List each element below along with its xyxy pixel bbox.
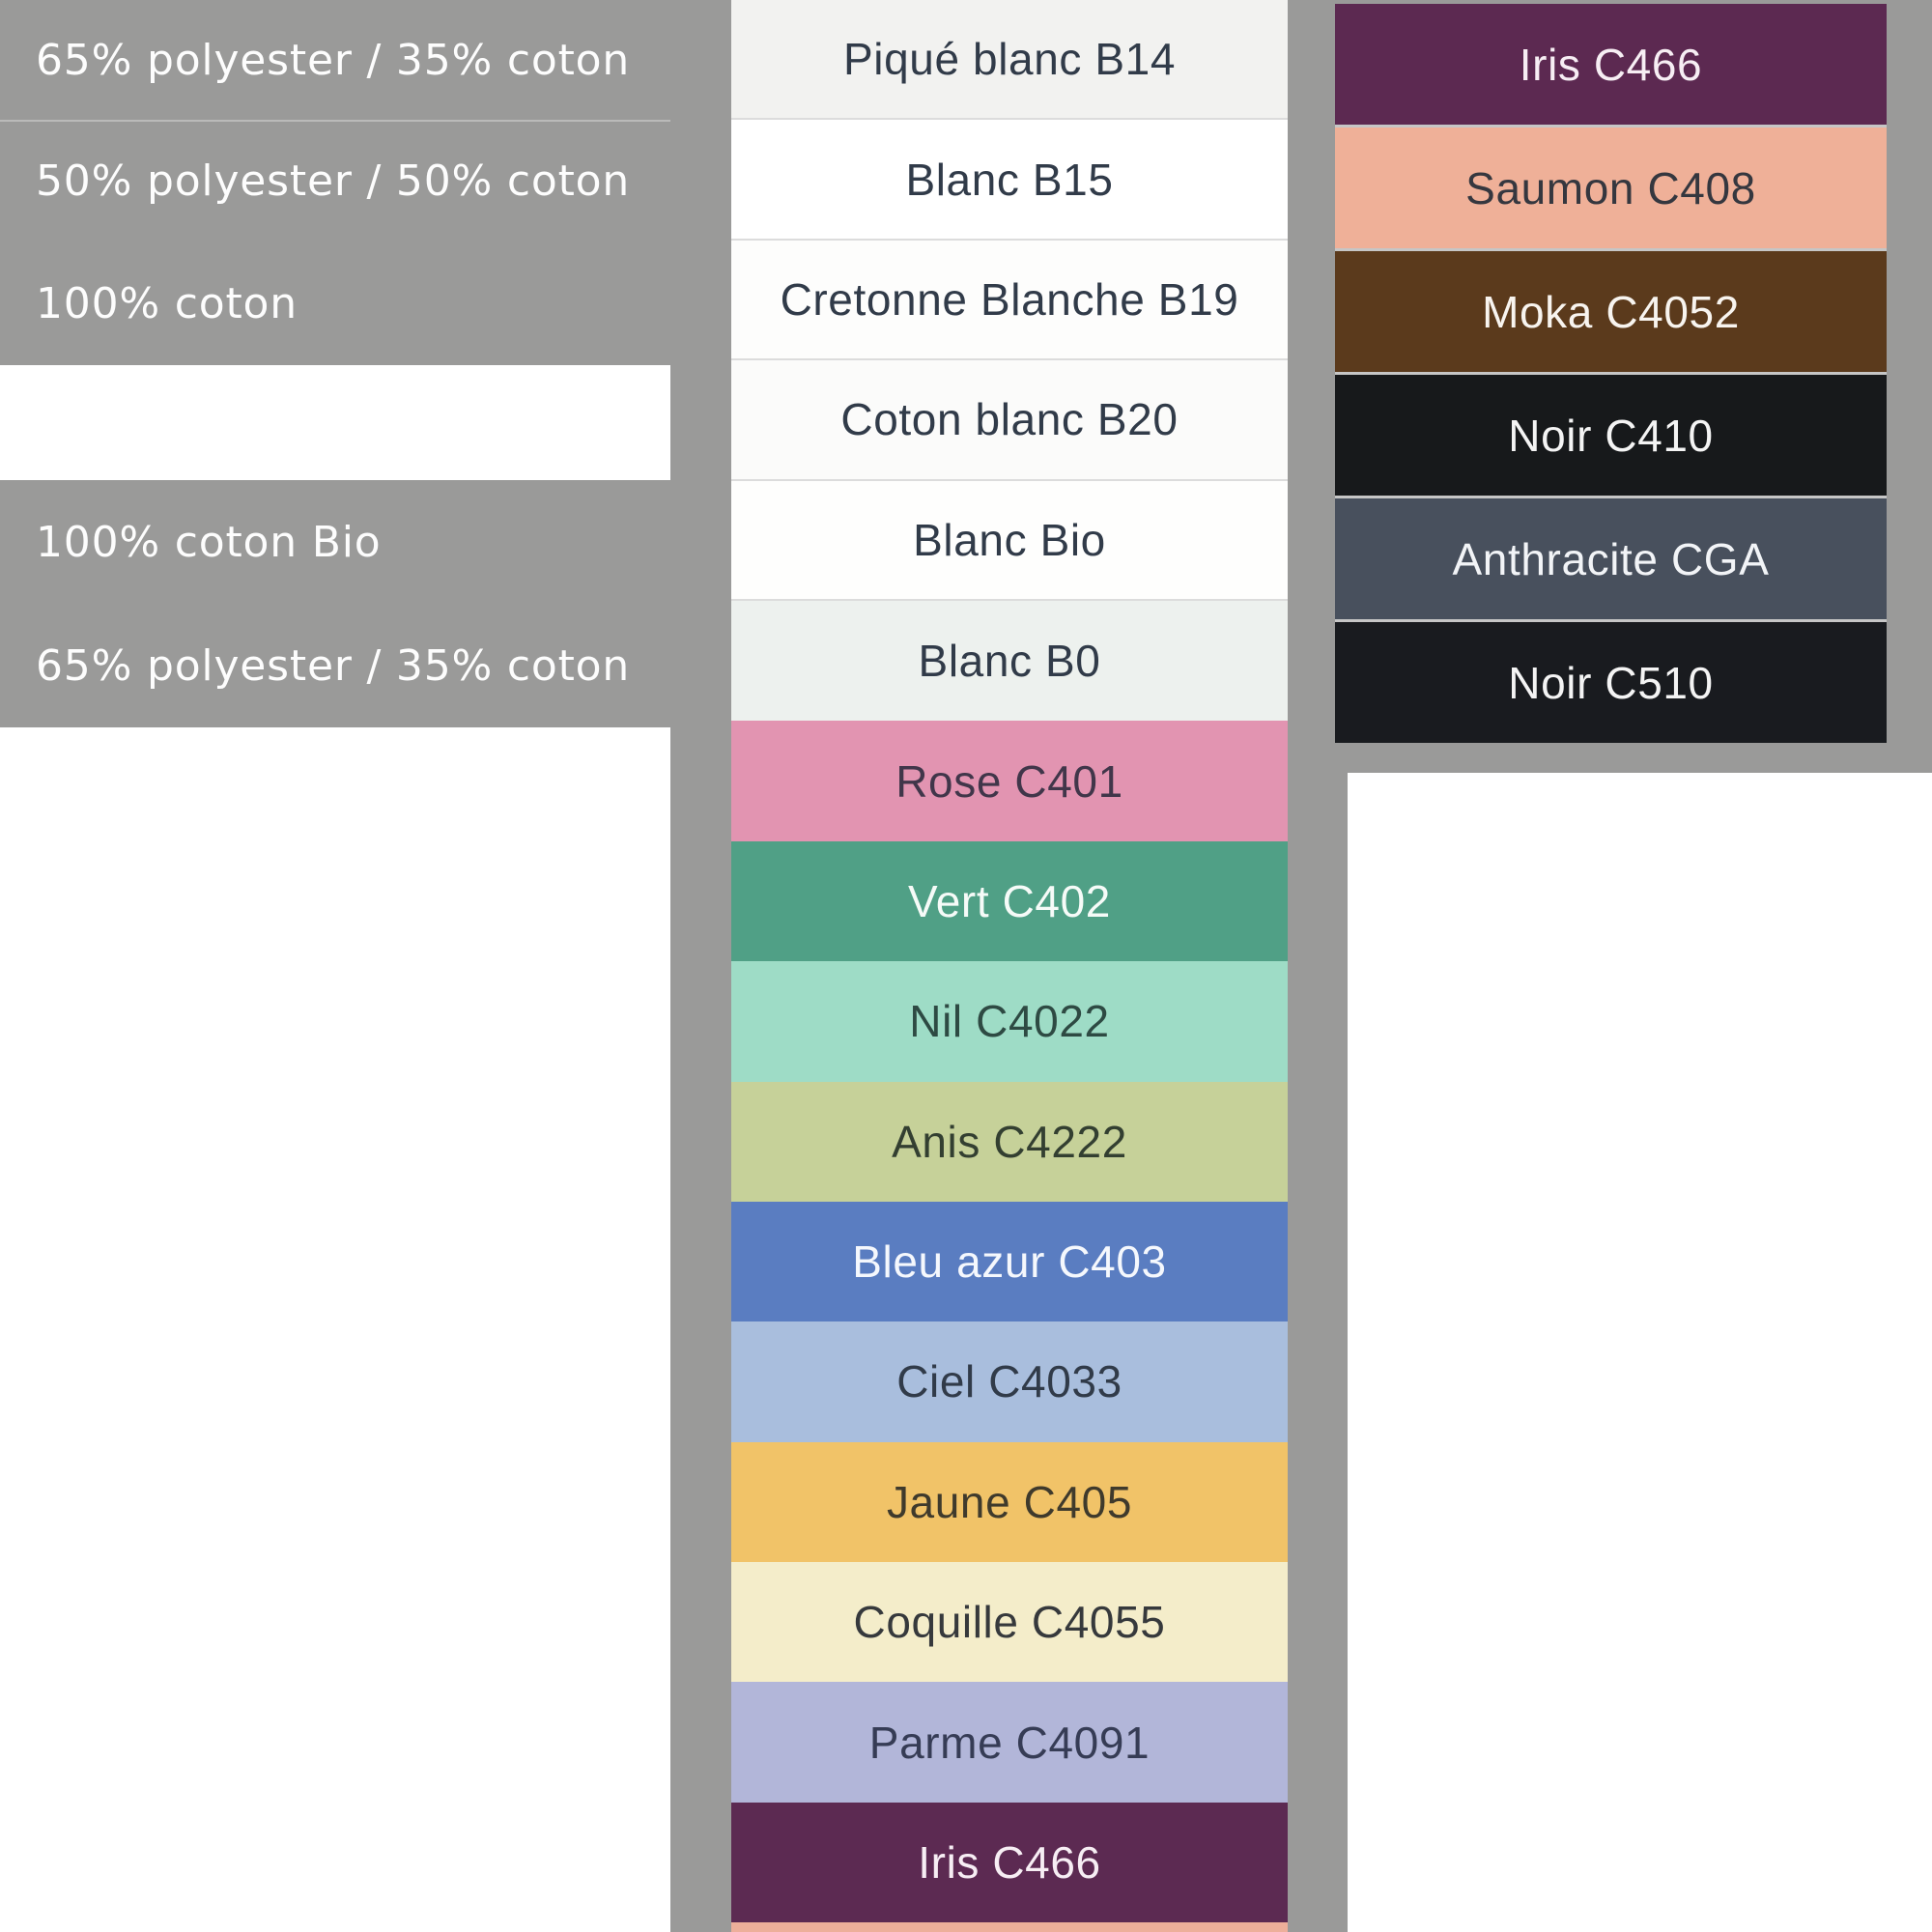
composition-label: 65% polyester / 35% coton [36, 640, 631, 691]
partial-swatch-row [731, 1922, 1288, 1932]
composition-panel: 65% polyester / 35% coton 50% polyester /… [0, 0, 670, 727]
swatch-label: Parme C4091 [868, 1717, 1151, 1768]
swatch-row: Blanc B15 [731, 120, 1288, 241]
swatch-row: Cretonne Blanche B19 [731, 240, 1288, 361]
swatch-row: Blanc B0 [731, 600, 1288, 722]
swatch-label: Coton blanc B20 [840, 394, 1179, 445]
swatch-label: Vert C402 [908, 875, 1111, 926]
swatch-label: Jaune C405 [886, 1476, 1133, 1527]
swatch-label: Piqué blanc B14 [842, 34, 1177, 85]
swatch-label: Blanc B0 [918, 636, 1101, 687]
swatch-row: Saumon C408 [1335, 128, 1887, 251]
composition-row: 50% polyester / 50% coton [0, 121, 670, 242]
swatch-row: Moka C4052 [1335, 251, 1887, 375]
swatch-label: Blanc B15 [905, 154, 1114, 205]
swatch-row: Coquille C4055 [731, 1562, 1288, 1683]
swatch-row: Iris C466 [731, 1802, 1288, 1923]
swatch-row: Iris C466 [1335, 4, 1887, 128]
swatch-label: Noir C410 [1508, 410, 1714, 461]
composition-row: 100% coton Bio [0, 480, 670, 604]
swatch-label: Nil C4022 [909, 996, 1110, 1047]
swatch-row: Blanc Bio [731, 480, 1288, 601]
swatch-row: Coton blanc B20 [731, 360, 1288, 481]
swatch-label: Saumon C408 [1465, 162, 1756, 213]
swatch-row: Nil C4022 [731, 961, 1288, 1082]
swatch-label: Anthracite CGA [1452, 533, 1770, 584]
swatch-row: Noir C410 [1335, 375, 1887, 498]
swatch-row: Anthracite CGA [1335, 498, 1887, 622]
swatch-label: Moka C4052 [1482, 286, 1740, 337]
swatch-row: Parme C4091 [731, 1682, 1288, 1803]
swatch-row: Rose C401 [731, 721, 1288, 841]
composition-row: 100% coton [0, 242, 670, 365]
swatch-row: Ciel C4033 [731, 1321, 1288, 1442]
swatch-label: Anis C4222 [892, 1116, 1127, 1167]
swatch-label: Cretonne Blanche B19 [780, 273, 1239, 325]
composition-blank-cell [0, 365, 670, 480]
bottom-left-white-area [0, 727, 670, 1932]
composition-row: 65% polyester / 35% coton [0, 604, 670, 727]
composition-label: 100% coton Bio [36, 517, 382, 567]
composition-label: 100% coton [36, 278, 298, 328]
swatch-row: Jaune C405 [731, 1441, 1288, 1563]
swatch-row: Bleu azur C403 [731, 1201, 1288, 1322]
swatch-row: Anis C4222 [731, 1081, 1288, 1202]
swatch-label: Ciel C4033 [896, 1356, 1122, 1407]
swatch-row: Noir C510 [1335, 622, 1887, 743]
swatch-label: Coquille C4055 [853, 1597, 1166, 1648]
composition-label: 50% polyester / 50% coton [36, 156, 631, 206]
composition-divider-line [0, 120, 670, 122]
swatch-label: Iris C466 [918, 1837, 1101, 1889]
swatch-label: Noir C510 [1508, 657, 1714, 708]
bottom-right-white-area [1348, 773, 1932, 1932]
right-swatch-column: Iris C466 Saumon C408 Moka C4052 Noir C410 A… [1335, 4, 1887, 743]
swatch-label: Iris C466 [1519, 39, 1703, 90]
swatch-label: Bleu azur C403 [852, 1236, 1167, 1288]
swatch-row: Piqué blanc B14 [731, 0, 1288, 121]
composition-label: 65% polyester / 35% coton [36, 36, 631, 85]
swatch-row: Vert C402 [731, 840, 1288, 962]
middle-swatch-column: Piqué blanc B14 Blanc B15 Cretonne Blanche… [731, 0, 1288, 1932]
composition-row: 65% polyester / 35% coton [0, 0, 670, 121]
swatch-label: Blanc Bio [913, 514, 1106, 565]
swatch-label: Rose C401 [895, 755, 1123, 807]
